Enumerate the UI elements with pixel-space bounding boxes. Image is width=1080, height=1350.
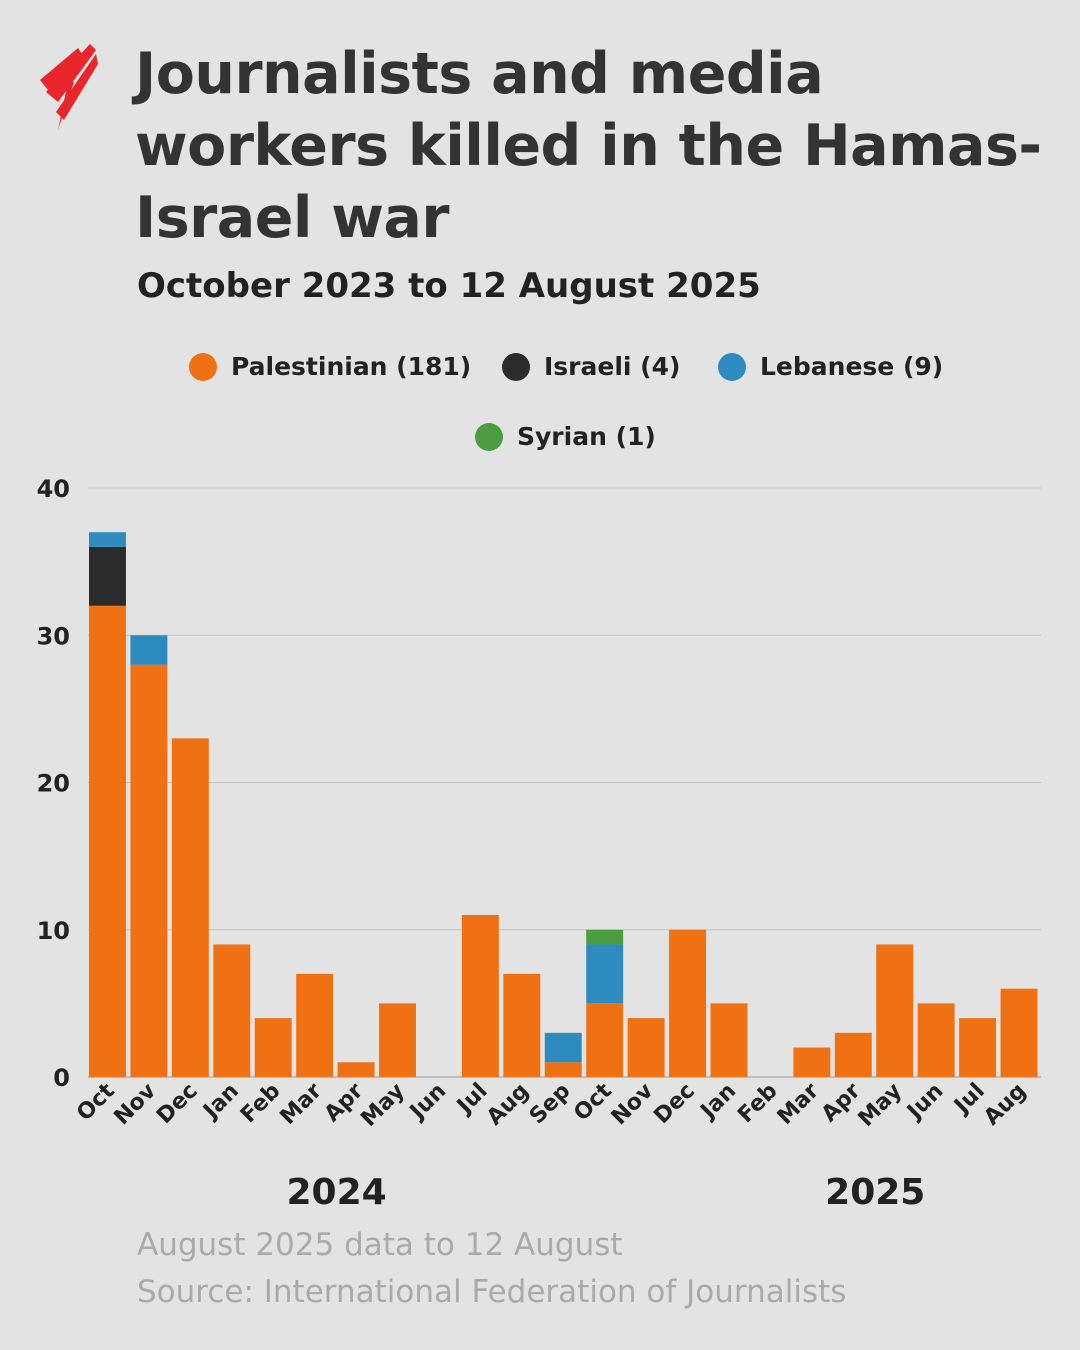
bar-lebanese [544,1032,582,1063]
x-tick-label: Aug [979,1079,1031,1131]
bar-palestinian [130,664,168,1077]
x-tick-label: Jun [901,1079,948,1126]
x-tick-label: Dec [649,1079,699,1129]
legend-item-palestinian: Palestinian (181) [189,352,471,381]
legend-item-israeli: Israeli (4) [502,352,680,381]
bar-palestinian [834,1032,872,1077]
y-tick-label: 10 [37,917,70,945]
y-tick-label: 40 [37,475,70,503]
x-tick-label: May [356,1079,409,1132]
bar-palestinian [710,1003,748,1077]
x-tick-label: Jan [695,1079,741,1125]
bar-palestinian [793,1047,831,1077]
x-tick-label: Dec [152,1079,202,1129]
bar-palestinian [89,605,126,1077]
bar-palestinian [586,1003,624,1077]
x-tick-label: Mar [276,1078,327,1129]
bar-palestinian [379,1003,416,1077]
bar-palestinian [171,738,209,1077]
y-tick-label: 0 [53,1064,70,1092]
bar-palestinian [254,1018,292,1077]
bar-palestinian [296,973,334,1077]
bar-palestinian [461,915,499,1077]
legend-swatch [189,352,217,381]
legend-label: Lebanese (9) [760,352,944,381]
bar-lebanese [89,532,126,547]
bar-palestinian [1000,988,1038,1077]
data-note: August 2025 data to 12 August [137,1227,623,1263]
x-tick-label: Jan [198,1079,244,1125]
bar-palestinian [544,1062,582,1077]
bar-palestinian [503,973,541,1077]
x-tick-label: Aug [482,1079,534,1131]
x-tick-label: Nov [607,1078,659,1130]
bar-lebanese [586,944,624,1004]
x-tick-label: May [854,1079,907,1132]
y-tick-label: 30 [37,622,70,650]
x-tick-label: Jun [404,1079,451,1126]
x-tick-label: Nov [110,1078,162,1130]
x-tick-label: Oct [72,1078,120,1126]
year-label: 2025 [825,1172,925,1213]
legend-swatch [475,422,503,451]
legend-swatch [718,352,746,381]
legend-item-syrian: Syrian (1) [475,422,656,451]
legend-label: Syrian (1) [517,422,656,451]
legend-label: Israeli (4) [544,352,681,381]
sbs-logo-icon [40,44,98,130]
bar-syrian [586,929,624,945]
bar-palestinian [627,1018,665,1077]
y-tick-label: 20 [37,770,70,798]
bar-palestinian [337,1062,375,1077]
x-tick-label: Feb [236,1079,285,1128]
chart-title: Journalists and media workers killed in … [135,41,1042,251]
legend-swatch [502,352,530,381]
x-tick-label: Sep [525,1079,576,1130]
x-tick-label: Feb [733,1079,782,1128]
legend-item-lebanese: Lebanese (9) [718,352,943,381]
x-tick-label: Mar [773,1078,824,1129]
bar-palestinian [917,1003,955,1077]
bar-palestinian [669,929,707,1077]
bar-israeli [89,546,126,606]
legend-label: Palestinian (181) [231,352,472,381]
year-label: 2024 [287,1172,387,1213]
x-tick-label: Oct [569,1078,617,1126]
source-note: Source: International Federation of Jour… [137,1274,847,1310]
bar-lebanese [130,635,168,665]
bar-palestinian [959,1018,997,1077]
bar-palestinian [213,944,251,1077]
chart-subtitle: October 2023 to 12 August 2025 [137,266,761,306]
bar-palestinian [876,944,914,1077]
